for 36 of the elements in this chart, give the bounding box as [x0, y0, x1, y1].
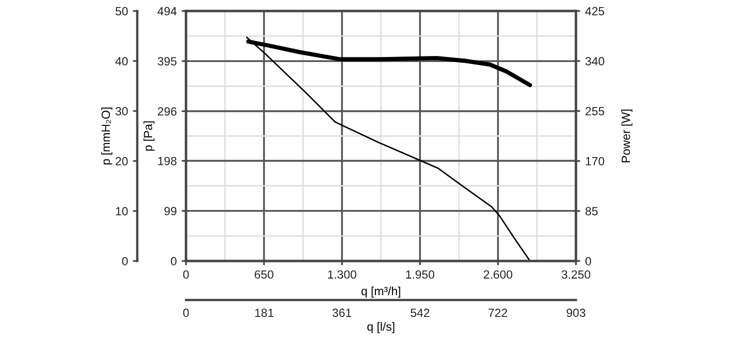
x-axis-title: q [m³/h] — [361, 286, 400, 298]
y3-tick-label: 10 — [116, 207, 128, 216]
y-tick-label: 395 — [158, 57, 176, 66]
x2-tick-label: 722 — [488, 308, 508, 317]
y-tick-label: 494 — [158, 7, 177, 16]
x-tick-label: 3.250 — [562, 270, 590, 279]
y3-tick-label: 50 — [116, 7, 128, 16]
y3-axis-title: p [mmH₂O] — [101, 108, 112, 164]
x-tick-label: 2.600 — [484, 270, 512, 279]
y3-tick-label: 20 — [116, 157, 128, 166]
y-tick-label: 0 — [170, 257, 177, 266]
y-tick-label: 296 — [158, 107, 176, 116]
x2-tick-label: 361 — [332, 308, 352, 317]
y2-tick-label: 0 — [585, 257, 592, 266]
y2-tick-label: 340 — [585, 57, 604, 66]
y2-axis-title: Power [W] — [621, 110, 632, 162]
x2-tick-label: 542 — [410, 308, 430, 317]
y-tick-label: 198 — [158, 156, 176, 166]
y-tick-label: 99 — [164, 206, 176, 216]
x-tick-label: 1.950 — [406, 270, 434, 279]
y2-tick-label: 170 — [586, 157, 604, 166]
y3-tick-label: 0 — [122, 257, 128, 266]
y3-tick-label: 30 — [116, 107, 128, 116]
x2-tick-label: 181 — [255, 308, 274, 317]
y-axis-title: p [Pa] — [144, 121, 155, 151]
x-tick-label: 650 — [254, 270, 274, 279]
y2-tick-label: 85 — [586, 207, 598, 216]
x2-tick-label: 903 — [566, 308, 586, 317]
line-series — [246, 36, 531, 261]
x-tick-label: 1.300 — [328, 270, 356, 279]
y3-tick-label: 40 — [115, 57, 128, 66]
x2-tick-label: 0 — [183, 308, 189, 317]
x-tick-label: 0 — [183, 270, 189, 279]
x2-axis-title: q [l/s] — [367, 322, 394, 334]
y2-tick-label: 425 — [585, 7, 604, 16]
y2-tick-label: 255 — [586, 107, 604, 116]
